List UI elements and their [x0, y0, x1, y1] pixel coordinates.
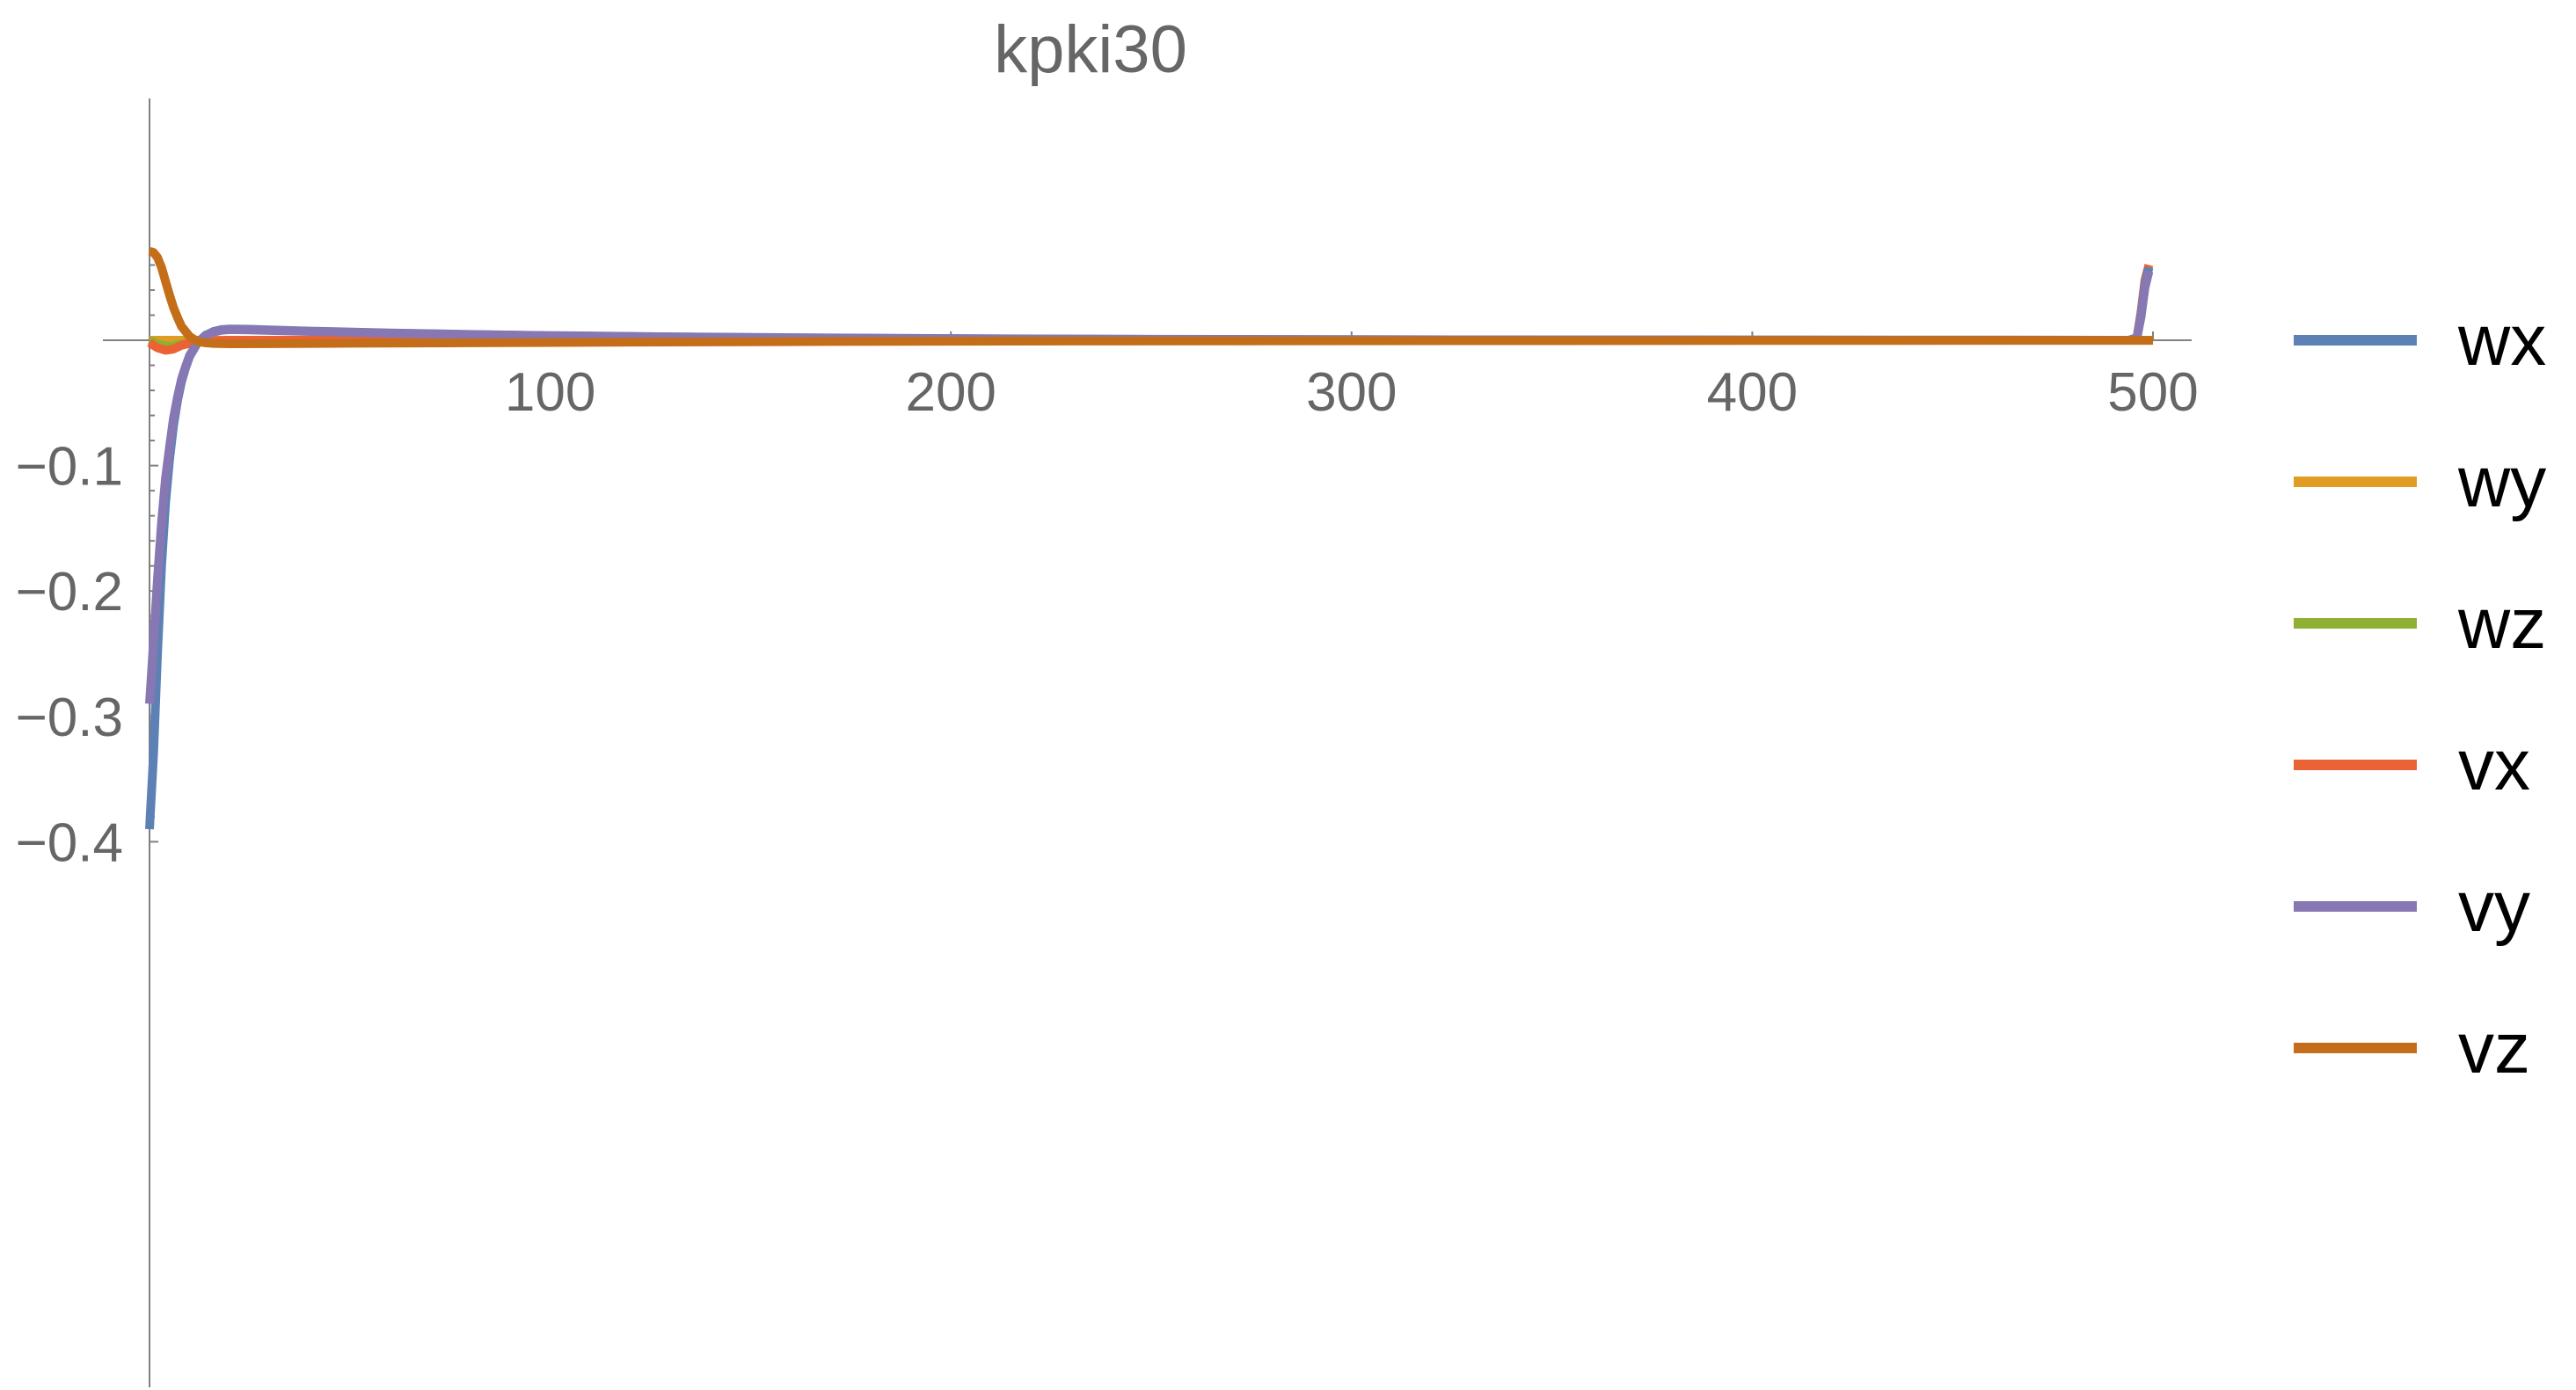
legend-label-wy: wy [2457, 442, 2546, 522]
legend-label-wx: wx [2457, 301, 2546, 381]
series-line-vz [148, 247, 2154, 348]
legend-label-vx: vx [2458, 725, 2530, 805]
y-tick-label: −0.3 [16, 688, 123, 748]
chart-title: kpki30 [994, 12, 1187, 87]
plot-area [145, 247, 2154, 830]
x-tick-label: 300 [1306, 362, 1397, 423]
x-tick-label: 500 [2107, 362, 2198, 423]
legend: wx wy wz vx vy vz [2294, 301, 2546, 1088]
legend-label-vy: vy [2458, 867, 2530, 947]
x-tick-label: 200 [905, 362, 996, 423]
y-tick-label: −0.1 [16, 437, 123, 498]
x-tick-label: 400 [1707, 362, 1798, 423]
axes: 100 200 300 400 500 −0.1 −0.2 −0.3 −0.4 [16, 98, 2199, 1387]
y-tick-label: −0.4 [16, 812, 123, 873]
series-line-wx [145, 266, 2154, 830]
legend-label-vz: vz [2458, 1008, 2530, 1088]
y-tick-label: −0.2 [16, 562, 123, 622]
x-tick-label: 100 [505, 362, 595, 423]
legend-label-wz: wz [2457, 584, 2546, 664]
